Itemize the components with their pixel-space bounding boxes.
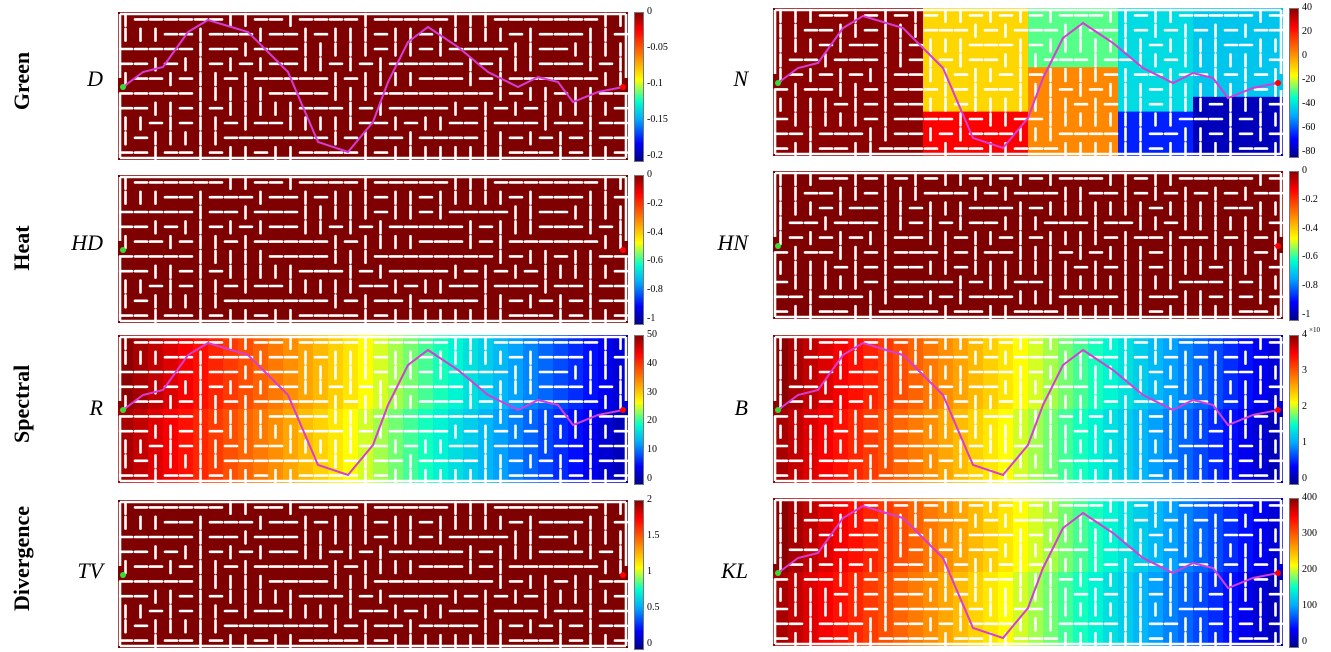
row-label-divergence: Divergence: [9, 505, 34, 611]
colorbar-tick-label: 0: [1302, 165, 1307, 176]
colorbar-tick-label: -0.4: [647, 226, 663, 238]
start-marker: [775, 243, 781, 249]
colorbar-tick-label: 20: [647, 415, 657, 427]
colorbar-tick-label: 0: [647, 473, 652, 484]
start-marker: [775, 407, 781, 413]
colorbar-tick-label: -60: [1302, 122, 1316, 133]
colorbar-tick-label: 100: [1302, 600, 1317, 611]
colorbar-tick-label: 4: [1302, 329, 1307, 340]
colorbar-tick-label: 40: [1302, 2, 1312, 13]
colorbar-tick-label: -0.2: [647, 197, 663, 209]
goal-marker: [620, 84, 626, 90]
colorbar-tick-label: 1: [1302, 437, 1307, 448]
shortest-path: [777, 504, 1279, 640]
colorbar-tick-label: 1.5: [647, 530, 660, 541]
colorbar-tick-label: -1: [647, 313, 656, 324]
goal-marker: [1275, 243, 1281, 249]
colorbar-n: [1289, 8, 1299, 158]
maze-label-hn: HN: [717, 230, 748, 255]
colorbar-tick-label: -0.8: [1302, 280, 1318, 292]
colorbar-tick-label: 0: [1302, 636, 1307, 647]
colorbar-tick-label: 2: [1302, 401, 1307, 412]
colorbar-hn: [1289, 171, 1299, 321]
row-label-heat: Heat: [9, 225, 34, 271]
colorbar-tick-label: 0: [647, 6, 652, 17]
colorbar-tick-label: 400: [1302, 492, 1317, 503]
colorbar-tick-label: -0.05: [647, 42, 668, 53]
shortest-path: [777, 14, 1279, 150]
maze-background: [118, 175, 628, 323]
colorbar-tv: [634, 500, 644, 650]
colorbar-hd: [634, 175, 644, 325]
colorbar-tick-label: -80: [1302, 146, 1316, 157]
shortest-path: [122, 18, 624, 154]
colorbar-tick-label: 0: [1302, 473, 1307, 484]
colorbar-tick-label: 40: [647, 357, 657, 369]
colorbar-tick-label: 0.5: [647, 602, 660, 613]
goal-marker: [1275, 80, 1281, 86]
colorbar-tick-label: -20: [1302, 74, 1316, 85]
colorbar-tick-label: 0: [647, 638, 652, 649]
start-marker: [775, 570, 781, 576]
maze-label-b: B: [734, 395, 748, 420]
colorbar-exponent: ×10: [1309, 326, 1320, 334]
maze-plot-kl: [773, 498, 1283, 646]
maze-background: [118, 12, 628, 160]
colorbar-tick-label: -0.15: [647, 114, 668, 125]
colorbar-tick-label: 10: [647, 444, 657, 456]
colorbar-tick-label: 1: [647, 566, 652, 577]
start-marker: [120, 247, 126, 253]
start-marker: [120, 84, 126, 90]
maze-label-kl: KL: [721, 558, 748, 583]
maze-label-d: D: [87, 66, 103, 91]
colorbar-tick-label: 50: [647, 329, 657, 340]
colorbar-tick-label: 20: [1302, 26, 1312, 37]
maze-background: [118, 500, 628, 648]
maze-label-n: N: [733, 66, 748, 91]
colorbar-tick-label: -0.2: [1302, 193, 1318, 205]
goal-marker: [620, 247, 626, 253]
goal-marker: [620, 572, 626, 578]
colorbar-tick-label: -0.4: [1302, 222, 1318, 234]
colorbar-tick-label: -0.6: [1302, 251, 1318, 263]
maze-label-hd: HD: [71, 230, 103, 255]
maze-background: [773, 171, 1283, 319]
colorbar-tick-label: -1: [1302, 309, 1311, 320]
colorbar-tick-label: 200: [1302, 564, 1317, 575]
start-marker: [120, 407, 126, 413]
maze-label-r: R: [89, 395, 103, 420]
row-label-green: Green: [9, 51, 34, 111]
shortest-path: [122, 341, 624, 477]
colorbar-tick-label: -0.8: [647, 284, 663, 296]
colorbar-tick-label: 2: [647, 494, 652, 505]
goal-marker: [1275, 570, 1281, 576]
shortest-path: [777, 341, 1279, 477]
colorbar-tick-label: -40: [1302, 98, 1316, 109]
colorbar-tick-label: 30: [647, 386, 657, 398]
maze-plot-hn: [773, 171, 1283, 319]
colorbar-tick-label: -0.1: [647, 78, 663, 89]
start-marker: [775, 80, 781, 86]
colorbar-d: [634, 12, 644, 162]
start-marker: [120, 572, 126, 578]
maze-label-tv: TV: [77, 558, 103, 583]
colorbar-r: [634, 335, 644, 485]
maze-plot-d: [118, 12, 628, 160]
colorbar-tick-label: 3: [1302, 365, 1307, 376]
colorbar-b: [1289, 335, 1299, 485]
colorbar-tick-label: 0: [647, 169, 652, 180]
colorbar-tick-label: 0: [1302, 50, 1307, 61]
maze-plot-b: [773, 335, 1283, 483]
colorbar-tick-label: -0.6: [647, 255, 663, 267]
colorbar-tick-label: 300: [1302, 528, 1317, 539]
maze-plot-r: [118, 335, 628, 483]
goal-marker: [620, 407, 626, 413]
maze-plot-n: [773, 8, 1283, 156]
goal-marker: [1275, 407, 1281, 413]
colorbar-kl: [1289, 498, 1299, 648]
colorbar-tick-label: -0.2: [647, 150, 663, 161]
maze-plot-tv: [118, 500, 628, 648]
maze-plot-hd: [118, 175, 628, 323]
row-label-spectral: Spectral: [9, 364, 34, 443]
